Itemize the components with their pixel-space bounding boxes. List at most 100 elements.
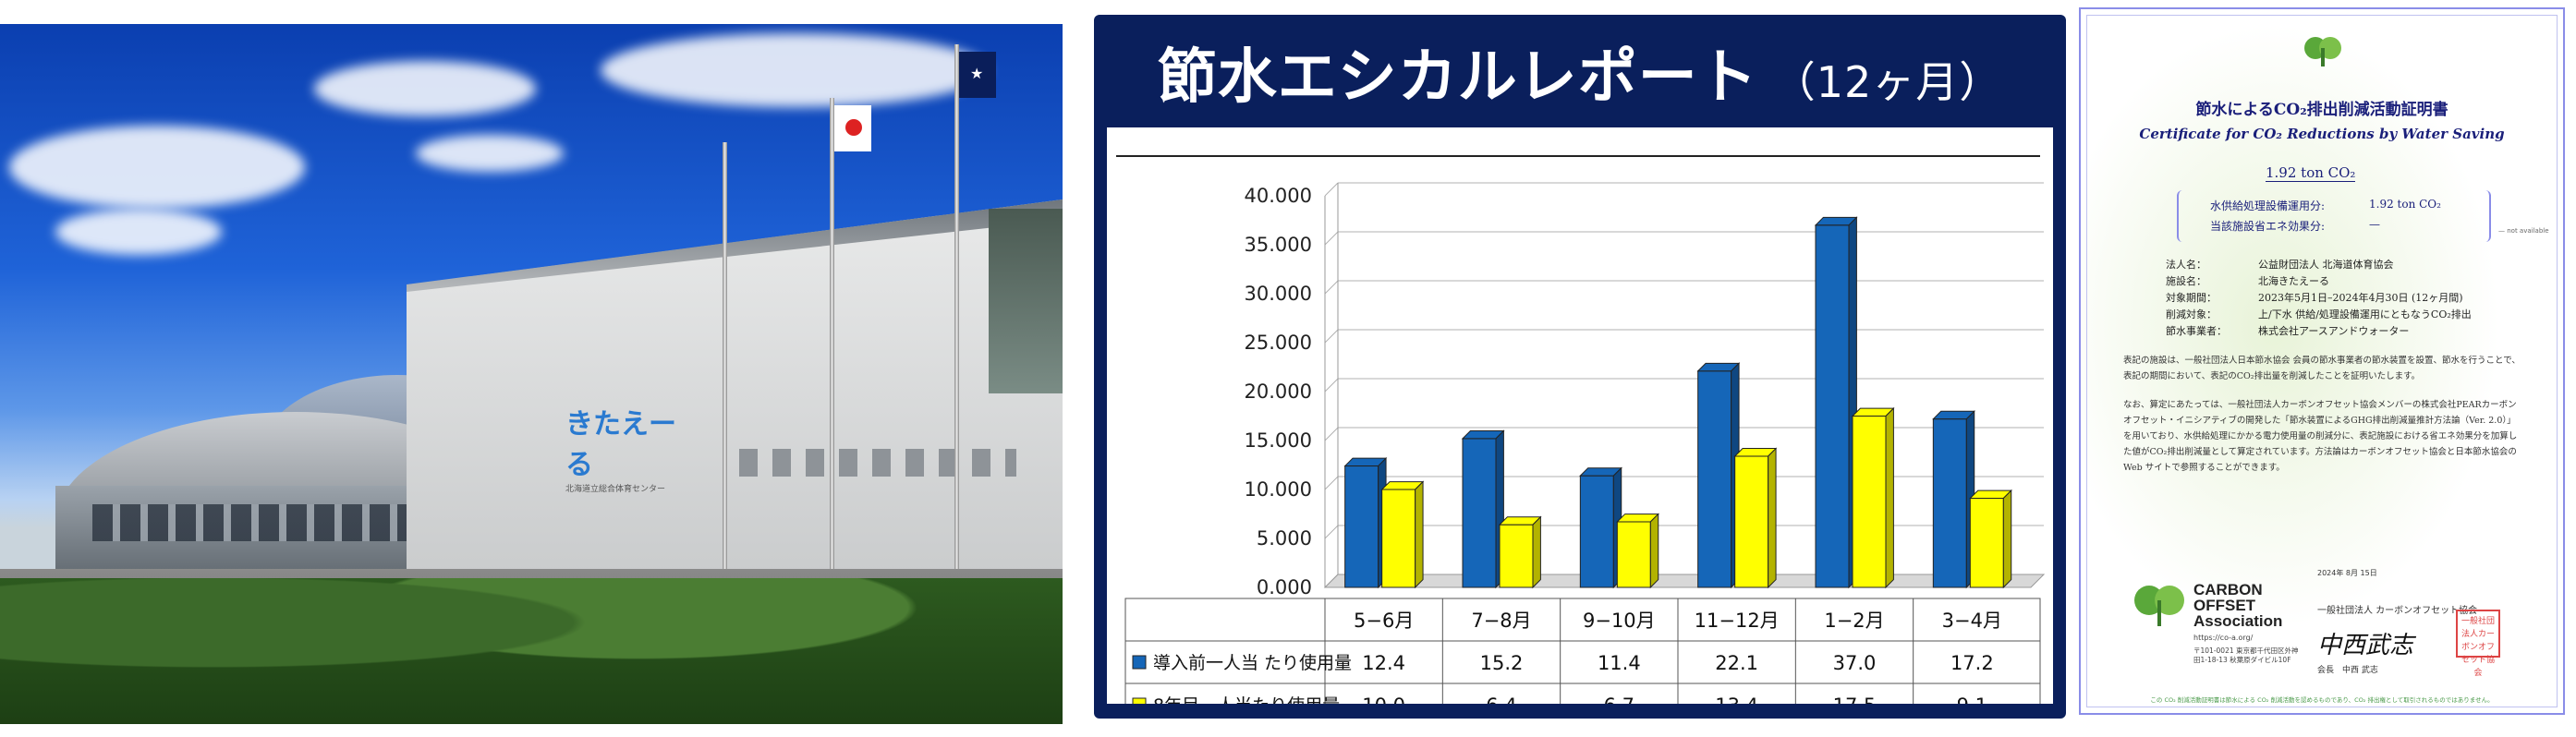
bar-side: [1532, 515, 1541, 589]
gridline: [1324, 182, 1339, 197]
certificate: 節水によるCO₂排出削減活動証明書 Certificate for CO₂ Re…: [2079, 7, 2565, 715]
arena-sign-main: きたえーる: [565, 408, 676, 481]
carbon-offset-logo-icon: [2134, 586, 2184, 626]
arena-sign: きたえーる 北海道立総合体育センター: [565, 401, 676, 494]
gridline: [1324, 280, 1339, 295]
field-row: 節水事業者： 株式会社アースアンドウォーター: [2166, 325, 2410, 337]
leaf-logo-icon: [2304, 37, 2341, 66]
x-tick-label: 1−2月: [1824, 610, 1884, 632]
not-available-note: — not available: [2498, 227, 2549, 235]
bar: [1734, 455, 1769, 588]
representative: 会長 中西 武志: [2317, 666, 2378, 675]
issue-date: 2024年 8月 15日: [2317, 569, 2377, 577]
breakdown-row-1-label: 水供給処理設備運用分:: [2210, 199, 2326, 212]
x-tick-label: 5−6月: [1354, 610, 1414, 632]
legend-label: 8年目一人当たり使用量: [1153, 695, 1340, 704]
y-tick-label: 35.000: [1245, 234, 1312, 256]
y-tick-label: 10.000: [1245, 478, 1312, 501]
data-value-label: 10.0: [1362, 695, 1405, 704]
official-seal: 一般社団法人カーボンオフセット協会: [2456, 610, 2500, 678]
data-value-label: 15.2: [1480, 652, 1524, 674]
chart-body: 40.000 35.000 30.000 25.000 20.000 15.000 10.0…: [1107, 127, 2053, 704]
data-table: [1124, 598, 2041, 704]
signature: 中西武志: [2317, 632, 2414, 659]
field-row: 対象期間： 2023年5月1日–2024年4月30日 (12ヶ月間): [2166, 292, 2463, 304]
field-row: 施設名： 北海きたえーる: [2166, 275, 2329, 287]
breakdown-row-2-value: —: [2369, 218, 2380, 231]
breakdown-row-2-label: 当該施設省エネ効果分:: [2210, 220, 2326, 233]
chart-panel: 節水エシカルレポート （12ヶ月） 40.000 35.000 30.000 25.00…: [1094, 15, 2066, 719]
y-tick-label: 40.000: [1245, 185, 1312, 207]
carbon-offset-url: https://co-a.org/: [2193, 634, 2254, 642]
bar-side: [1768, 447, 1777, 589]
y-tick-label: 5.000: [1257, 527, 1312, 550]
bar: [1344, 465, 1379, 588]
gridline: [1324, 378, 1339, 393]
bar: [1579, 475, 1614, 588]
certificate-amount: 1.92 ton CO₂: [2266, 164, 2356, 182]
bar-side: [1649, 513, 1659, 589]
bar: [1499, 524, 1534, 588]
data-value-label: 17.2: [1950, 652, 1994, 674]
gridline: [1324, 476, 1339, 490]
certificate-paragraph-2: なお、算定にあたっては、一般社団法人カーボンオフセット協会メンバーの株式会社PE…: [2123, 400, 2518, 473]
bar-chart: 40.000 35.000 30.000 25.000 20.000 15.000 10.0…: [1124, 182, 2046, 704]
y-tick-label: 30.000: [1245, 283, 1312, 305]
breakdown-bracket: [2177, 190, 2491, 242]
data-value-label: 11.4: [1598, 652, 1641, 674]
flagpole: [954, 44, 959, 589]
flagpole: [830, 98, 834, 597]
certificate-title-en: Certificate for CO₂ Reductions by Water …: [2139, 126, 2505, 142]
arena-photo: きたえーる 北海道立総合体育センター: [0, 24, 1063, 724]
bar-side: [1885, 406, 1894, 589]
x-tick-label: 9−10月: [1583, 610, 1656, 632]
data-value-label: 37.0: [1833, 652, 1877, 674]
certificate-footer: この CO₂ 削減活動証明書は節水による CO₂ 削減活動を認めるものであり、C…: [2150, 696, 2494, 704]
bar: [1815, 224, 1850, 588]
certificate-title: 節水によるCO₂排出削減活動証明書: [2195, 101, 2448, 119]
chart-title: 節水エシカルレポート （12ヶ月）: [1094, 30, 2066, 115]
japan-flag-icon: [834, 105, 871, 151]
data-value-label: 6.7: [1604, 695, 1634, 704]
arena-sign-small: 北海道立総合体育センター: [565, 485, 666, 494]
field-row: 削減対象： 上/下水 供給/処理設備運用にともなうCO₂排出: [2166, 308, 2472, 320]
carbon-offset-name: CARBON OFFSET Association: [2193, 581, 2283, 630]
field-row: 法人名： 公益財団法人 北海道体育協会: [2166, 259, 2394, 271]
x-tick-label: 7−8月: [1471, 610, 1531, 632]
bar: [1616, 521, 1651, 588]
x-tick-label: 11−12月: [1695, 610, 1780, 632]
flagpole: [723, 142, 727, 604]
bar: [1462, 438, 1497, 588]
data-value-label: 17.5: [1833, 695, 1877, 704]
gridline: [1324, 231, 1339, 246]
bar: [1932, 418, 1967, 588]
bar-side: [2002, 489, 2012, 589]
bar: [1852, 416, 1887, 588]
bar: [1381, 489, 1416, 588]
y-tick-label: 25.000: [1245, 332, 1312, 354]
legend-swatch: [1132, 655, 1147, 670]
y-tick-label: 20.000: [1245, 381, 1312, 403]
gridline: [1324, 525, 1339, 539]
issuer: 一般社団法人 カーボンオフセット協会: [2317, 606, 2478, 616]
y-tick-label: 15.000: [1245, 429, 1312, 452]
data-value-label: 9.1: [1957, 695, 1987, 704]
y-tick-label: 0.000: [1257, 576, 1312, 598]
x-tick-label: 3−4月: [1942, 610, 2002, 632]
breakdown-row-1-value: 1.92 ton CO₂: [2369, 198, 2441, 211]
chart-title-sub: （12ヶ月）: [1772, 57, 2003, 107]
carbon-offset-address: 〒101-0021 東京都千代田区外神田1-18-13 秋葉原ダイビル10F: [2193, 646, 2299, 664]
data-value-label: 22.1: [1715, 652, 1758, 674]
bar: [1969, 498, 2004, 588]
data-value-label: 6.4: [1486, 695, 1516, 704]
data-value-label: 13.4: [1715, 695, 1758, 704]
hokkaido-flag-icon: [959, 52, 996, 98]
chart-title-main: 節水エシカルレポート: [1157, 43, 1758, 112]
certificate-paragraph-1: 表記の施設は、一般社団法人日本節水協会 会員の節水事業者の節水装置を設置、節水を…: [2123, 356, 2521, 381]
bar: [1697, 370, 1732, 588]
bar-side: [1415, 480, 1424, 589]
gridline: [1324, 329, 1339, 344]
title-rule: [1116, 155, 2040, 157]
data-value-label: 12.4: [1362, 652, 1405, 674]
